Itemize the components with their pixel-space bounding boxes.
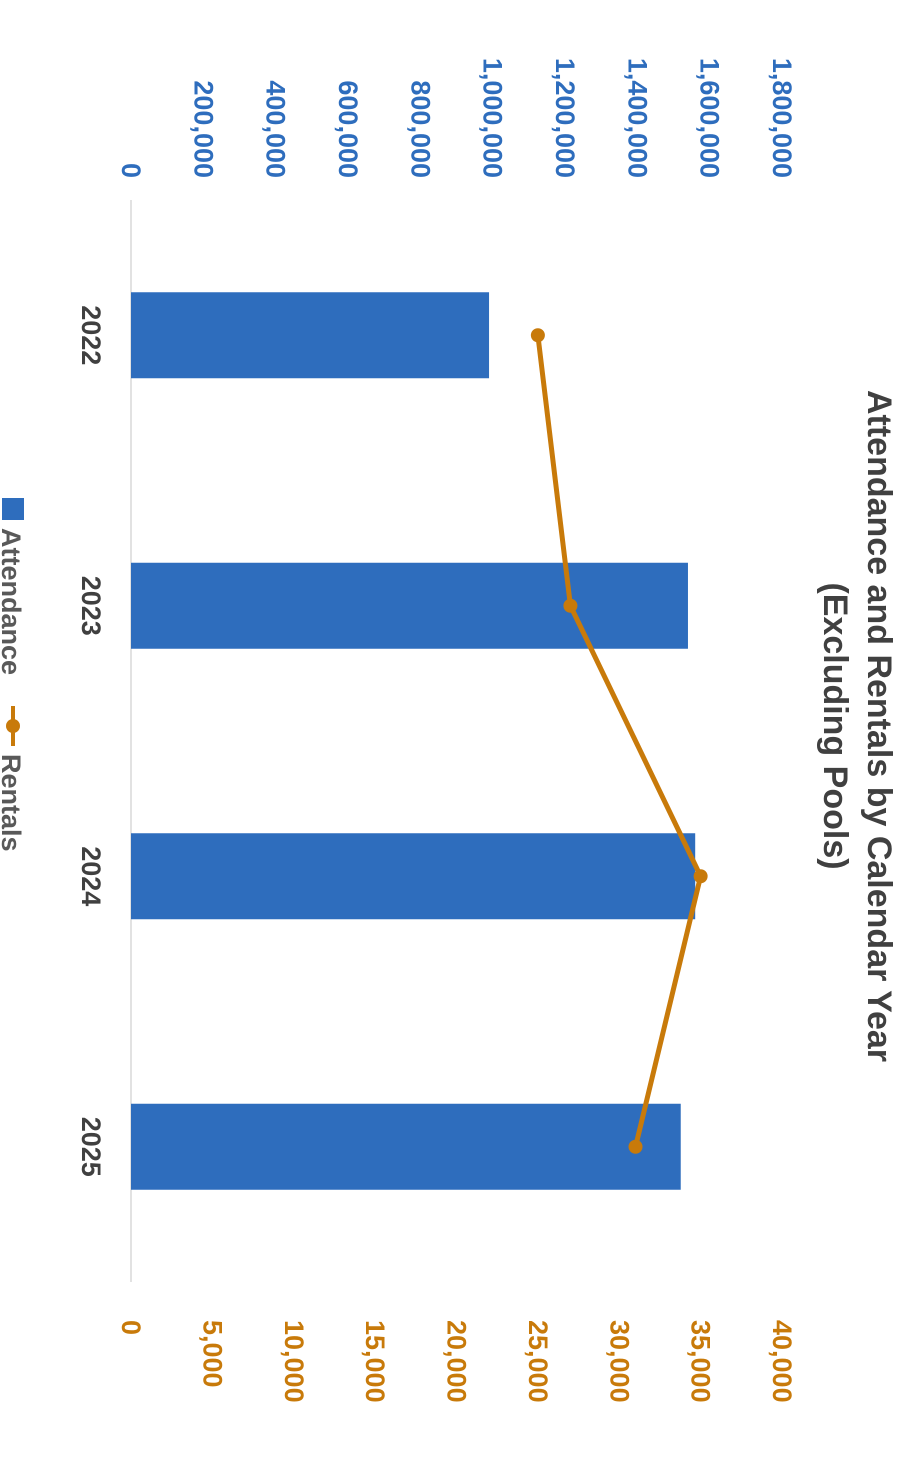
chart-title: Attendance and Rentals by Calendar Year … [816, 390, 898, 1062]
attendance-bar-2022 [131, 292, 490, 379]
secondary-tick-label: 35,000 [686, 1320, 716, 1403]
chart-title-line-1: Attendance and Rentals by Calendar Year [860, 390, 898, 1062]
primary-tick-label: 1,600,000 [695, 58, 725, 178]
primary-tick-label: 1,400,000 [622, 58, 652, 178]
rentals-point-2024 [693, 869, 708, 884]
rentals-line-series [530, 328, 708, 1154]
secondary-tick-label: 25,000 [523, 1320, 553, 1403]
primary-tick-label: 1,800,000 [767, 58, 797, 178]
chart-title-line-2: (Excluding Pools) [816, 582, 854, 869]
secondary-tick-label: 5,000 [197, 1320, 227, 1388]
attendance-bar-2025 [131, 1103, 681, 1190]
primary-tick-label: 800,000 [405, 80, 435, 178]
category-label-2023: 2023 [76, 576, 106, 636]
category-label-2024: 2024 [76, 846, 106, 906]
rentals-point-2025 [628, 1139, 643, 1154]
legend-attendance-swatch [2, 498, 24, 520]
legend-rentals-label: Rentals [0, 754, 26, 852]
primary-tick-label: 1,200,000 [550, 58, 580, 178]
secondary-tick-label: 30,000 [604, 1320, 634, 1403]
primary-tick-label: 1,000,000 [478, 58, 508, 178]
primary-axis-ticks: 0 200,000 400,000 600,000 800,000 1,000,000 1,… [116, 58, 797, 178]
secondary-tick-label: 15,000 [360, 1320, 390, 1403]
category-label-2025: 2025 [76, 1117, 106, 1177]
category-labels: 2022 2023 2024 2025 [76, 305, 106, 1177]
secondary-tick-label: 0 [116, 1320, 146, 1335]
primary-tick-label: 600,000 [333, 80, 363, 178]
legend-attendance-label: Attendance [0, 528, 26, 675]
secondary-tick-label: 20,000 [442, 1320, 472, 1403]
legend: Attendance Rentals [0, 498, 26, 852]
primary-tick-label: 200,000 [188, 80, 218, 178]
secondary-axis-ticks: 0 5,000 10,000 15,000 20,000 25,000 30,000 35,0… [116, 1320, 797, 1403]
legend-rentals-marker [6, 719, 20, 733]
rentals-point-2023 [563, 598, 578, 613]
attendance-bar-2024 [130, 833, 696, 920]
attendance-bars [130, 292, 696, 1190]
attendance-bar-2023 [130, 562, 688, 649]
primary-tick-label: 400,000 [261, 80, 291, 178]
category-label-2022: 2022 [76, 305, 106, 365]
rentals-point-2022 [530, 328, 545, 343]
rentals-line [535, 334, 704, 1148]
secondary-tick-label: 40,000 [767, 1320, 797, 1403]
primary-tick-label: 0 [116, 163, 146, 178]
secondary-tick-label: 10,000 [279, 1320, 309, 1403]
